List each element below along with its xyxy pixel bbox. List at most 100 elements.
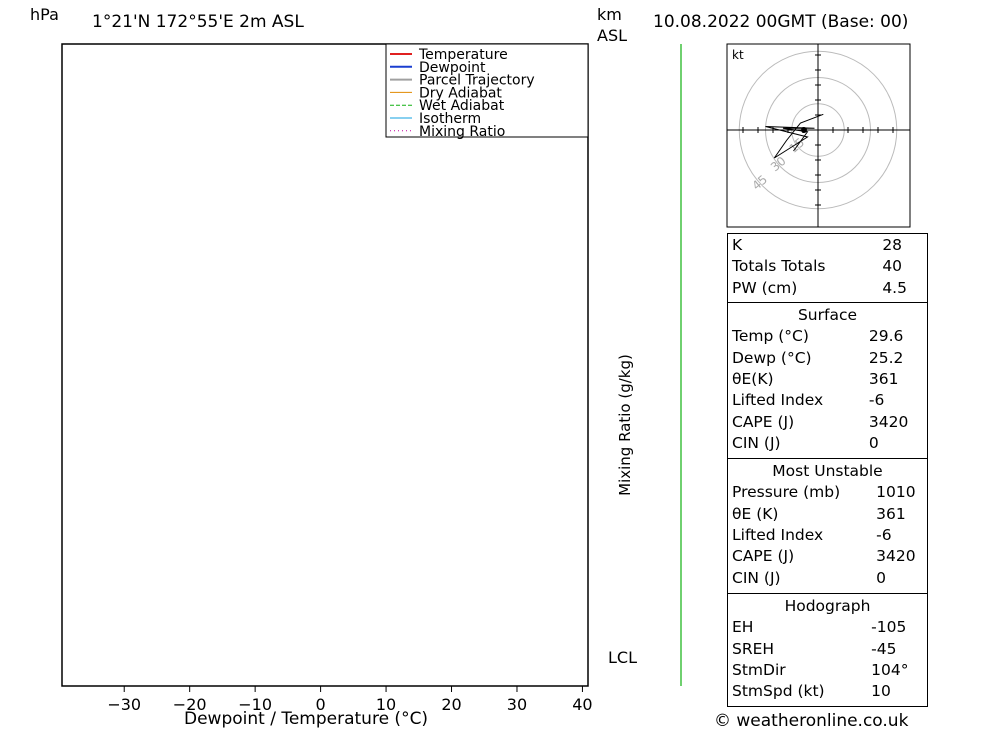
x-tick-label: −20 <box>173 695 207 714</box>
index-label: Temp (°C) <box>732 327 809 346</box>
table-row: CAPE (J) 3420 <box>728 411 927 432</box>
x-tick-label: 10 <box>376 695 396 714</box>
y2-axis-title: Mixing Ratio (g/kg) <box>616 354 634 496</box>
index-label: CAPE (J) <box>732 547 795 566</box>
table-row: StmDir 104° <box>728 660 927 681</box>
hodograph-title: Hodograph <box>784 597 871 616</box>
index-value: -6 <box>868 391 885 410</box>
table-row: StmSpd (kt) 10 <box>728 681 927 702</box>
most-unstable-title: Most Unstable <box>772 462 883 481</box>
location-title: 1°21'N 172°55'E 2m ASL <box>92 12 304 32</box>
table-row: Lifted Index -6 <box>728 525 927 546</box>
table-row: θE (K) 361 <box>728 504 927 525</box>
table-row: Surface <box>728 305 927 326</box>
index-label: Totals Totals <box>732 257 826 276</box>
index-label: SREH <box>732 639 775 658</box>
most-unstable-table: Most Unstable Pressure (mb) 1010 θE (K) 36… <box>728 461 927 589</box>
index-value: 40 <box>882 257 903 276</box>
surface-table: Surface Temp (°C) 29.6 Dewp (°C) 25.2 θE(K… <box>728 305 927 454</box>
index-label: CIN (J) <box>732 433 781 452</box>
index-value: -45 <box>871 639 897 658</box>
indices-box: K 28 Totals Totals 40 PW (cm) 4.5 <box>727 233 928 303</box>
table-row: Dewp (°C) 25.2 <box>728 348 927 369</box>
legend-label: Dewpoint <box>419 60 486 76</box>
indices-table: K 28 Totals Totals 40 PW (cm) 4.5 <box>728 235 927 299</box>
index-value: 0 <box>868 433 879 452</box>
table-row: Totals Totals 40 <box>728 256 927 277</box>
index-label: PW (cm) <box>732 278 798 297</box>
index-label: CAPE (J) <box>732 412 795 431</box>
index-label: Lifted Index <box>732 391 824 410</box>
index-value: 361 <box>876 504 906 523</box>
table-row: θE(K) 361 <box>728 369 927 390</box>
table-row: CIN (J) 0 <box>728 433 927 454</box>
index-label: EH <box>732 618 754 637</box>
legend-label: Mixing Ratio <box>419 124 505 140</box>
index-label: StmSpd (kt) <box>732 682 825 701</box>
hodograph-unit-label: kt <box>732 48 744 62</box>
index-value: 3420 <box>868 412 909 431</box>
hodograph-trace <box>765 113 824 159</box>
index-value: 3420 <box>876 547 916 566</box>
table-row: Temp (°C) 29.6 <box>728 326 927 347</box>
hodograph-box: Hodograph EH -105 SREH -45 StmDir 104° StmS… <box>727 593 928 707</box>
hodograph-storm-marker <box>801 127 807 133</box>
index-value: 361 <box>868 370 899 389</box>
index-label: CIN (J) <box>732 568 781 587</box>
plot-frame <box>61 43 589 687</box>
legend-label: Isotherm <box>419 111 481 127</box>
index-label: Lifted Index <box>732 526 824 545</box>
lcl-label: LCL <box>608 648 637 667</box>
index-label: Dewp (°C) <box>732 348 812 367</box>
table-row: Most Unstable <box>728 461 927 482</box>
table-row: SREH -45 <box>728 639 927 660</box>
table-row: EH -105 <box>728 617 927 638</box>
legend-label: Temperature <box>418 47 508 63</box>
asl-label: ASL <box>597 26 628 45</box>
x-tick-label: 40 <box>572 695 592 714</box>
index-value: 4.5 <box>882 278 907 297</box>
index-label: Pressure (mb) <box>732 483 841 502</box>
table-row: CIN (J) 0 <box>728 567 927 588</box>
legend-box <box>385 43 589 138</box>
legend-label: Parcel Trajectory <box>419 73 535 89</box>
table-row: PW (cm) 4.5 <box>728 278 927 299</box>
table-row: Hodograph <box>728 596 927 617</box>
index-value: 25.2 <box>868 348 904 367</box>
table-row: Lifted Index -6 <box>728 390 927 411</box>
km-unit-label: km <box>597 5 622 24</box>
hodograph-table: Hodograph EH -105 SREH -45 StmDir 104° StmS… <box>728 596 927 702</box>
x-axis-title: Dewpoint / Temperature (°C) <box>184 709 429 729</box>
surface-box: Surface Temp (°C) 29.6 Dewp (°C) 25.2 θE(K… <box>727 302 928 459</box>
x-tick-label: −10 <box>238 695 272 714</box>
credit-footer[interactable]: © weatheronline.co.uk <box>714 711 909 731</box>
index-label: θE (K) <box>732 504 779 523</box>
index-value: 0 <box>876 568 887 587</box>
most-unstable-box: Most Unstable Pressure (mb) 1010 θE (K) 36… <box>727 458 928 594</box>
table-row: K 28 <box>728 235 927 256</box>
legend-label: Dry Adiabat <box>419 85 502 101</box>
datetime-title: 10.08.2022 00GMT (Base: 00) <box>653 12 909 32</box>
index-value: 10 <box>871 682 891 701</box>
index-value: 29.6 <box>868 327 904 346</box>
index-value: 104° <box>871 661 909 680</box>
index-value: -6 <box>876 526 892 545</box>
index-value: 1010 <box>876 483 916 502</box>
surface-title: Surface <box>797 306 858 325</box>
index-value: 28 <box>882 236 903 255</box>
legend-label: Wet Adiabat <box>419 98 505 114</box>
table-row: Pressure (mb) 1010 <box>728 482 927 503</box>
index-label: StmDir <box>732 661 786 680</box>
x-tick-label: −30 <box>107 695 141 714</box>
x-tick-label: 0 <box>316 695 326 714</box>
pressure-unit-label: hPa <box>30 5 59 24</box>
x-tick-label: 20 <box>441 695 461 714</box>
index-value: -105 <box>871 618 907 637</box>
x-tick-label: 30 <box>507 695 527 714</box>
table-row: CAPE (J) 3420 <box>728 546 927 567</box>
index-label: K <box>732 236 743 255</box>
